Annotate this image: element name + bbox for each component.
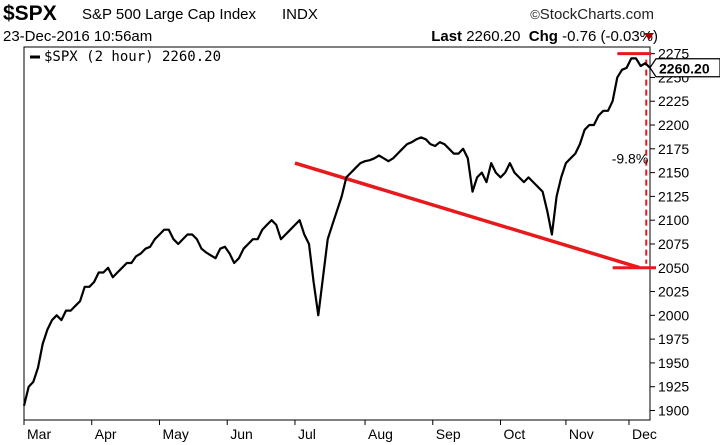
x-tick-label: Aug: [368, 426, 393, 442]
x-tick-label: Apr: [95, 426, 117, 442]
y-tick-label: 2200: [658, 117, 689, 133]
y-tick-label: 1925: [658, 379, 689, 395]
plot-frame: [23, 46, 651, 421]
brand-label: ©StockCharts.com: [530, 6, 654, 23]
x-tick-label: Oct: [504, 426, 526, 442]
x-tick-label: Mar: [27, 426, 51, 442]
exchange-label: INDX: [282, 6, 318, 23]
y-tick-label: 2075: [658, 236, 689, 252]
x-tick-label: May: [162, 426, 188, 442]
last-value: 2260.20: [466, 28, 521, 45]
drop-percent-label: -9.8%: [612, 150, 649, 166]
symbol-description: S&P 500 Large Cap Index: [82, 6, 257, 23]
x-tick-label: Nov: [569, 426, 594, 442]
down-triangle-icon: [644, 33, 654, 40]
brand-name: StockCharts.com: [539, 6, 654, 23]
price-line: [22, 57, 651, 406]
last-label: Last: [431, 28, 463, 45]
chg-label: Chg: [528, 28, 558, 45]
price-tag-label: 2260.20: [659, 61, 710, 77]
x-tick-label: Jun: [230, 426, 253, 442]
x-tick-label: Sep: [436, 426, 461, 442]
chart-header: $SPX S&P 500 Large Cap Index INDX ©Stock…: [0, 0, 720, 48]
y-tick-label: 2025: [658, 284, 689, 300]
chg-value: -0.76 (-0.03%): [562, 28, 658, 45]
y-tick-label: 2050: [658, 260, 689, 276]
chart-date: 23-Dec-2016 10:56am: [3, 28, 153, 45]
quote-summary: Last 2260.20 Chg -0.76 (-0.03%): [431, 28, 658, 45]
y-tick-label: 2000: [658, 307, 689, 323]
symbol-title: $SPX: [3, 2, 57, 25]
y-tick-label: 2225: [658, 93, 689, 109]
x-tick-label: Jul: [298, 426, 316, 442]
y-tick-label: 2150: [658, 165, 689, 181]
y-tick-label: 1975: [658, 331, 689, 347]
legend-label: $SPX (2 hour) 2260.20: [44, 49, 221, 65]
y-tick-label: 2125: [658, 188, 689, 204]
y-tick-label: 1900: [658, 402, 689, 418]
x-tick-label: Dec: [632, 426, 657, 442]
copyright-icon: ©: [530, 7, 540, 22]
legend-box: [25, 48, 253, 65]
y-tick-label: 1950: [658, 355, 689, 371]
y-tick-label: 2175: [658, 141, 689, 157]
y-tick-label: 2100: [658, 212, 689, 228]
y-tick-label: 2275: [658, 46, 689, 62]
price-tag-box: [649, 58, 720, 78]
trendline: [294, 161, 640, 270]
